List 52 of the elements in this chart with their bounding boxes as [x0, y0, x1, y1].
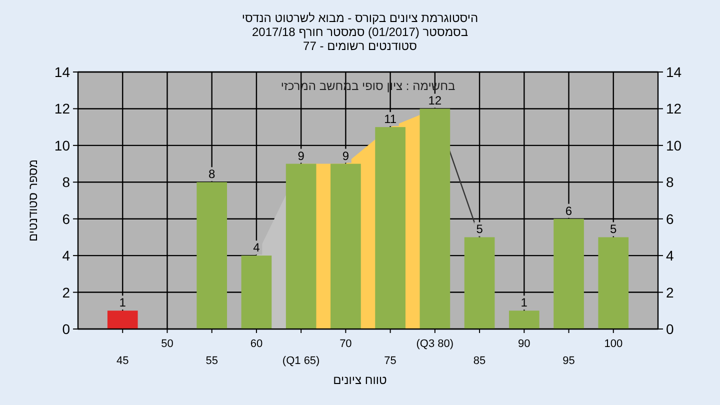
data-label: 8 — [208, 167, 216, 182]
x-tick-label: (Q3 80) — [416, 338, 454, 350]
bar — [554, 218, 584, 329]
x-tick-label: 90 — [518, 338, 530, 350]
x-tick-label: 100 — [604, 338, 623, 350]
y-tick-label: 8 — [62, 174, 70, 190]
x-tick-label: 85 — [473, 355, 486, 367]
bar — [107, 310, 138, 329]
y2-tick-label: 12 — [666, 100, 682, 117]
data-label: 5 — [476, 222, 484, 236]
data-label: 9 — [342, 148, 350, 163]
y-tick-label: 2 — [62, 284, 70, 300]
bar — [598, 237, 629, 329]
data-label: 5 — [610, 222, 618, 236]
y-tick-label: 10 — [54, 137, 70, 154]
bar — [330, 164, 361, 329]
y2-tick-label: 8 — [666, 174, 674, 190]
y2-tick-label: 4 — [666, 248, 674, 264]
y-tick-label: 0 — [62, 321, 70, 337]
y-tick-label: 12 — [54, 100, 70, 117]
y2-tick-label: 14 — [666, 64, 682, 80]
data-label: 11 — [384, 112, 397, 126]
x-tick-label: 45 — [116, 355, 129, 367]
data-label: 1 — [119, 296, 126, 310]
y-tick-label: 6 — [62, 210, 70, 227]
y-axis-title: מספר סטודנטים — [26, 159, 40, 242]
y-tick-label: 14 — [54, 64, 70, 80]
data-label: 12 — [428, 94, 442, 108]
data-label: 9 — [298, 148, 305, 163]
y2-tick-label: 10 — [666, 137, 682, 154]
data-label: 4 — [253, 240, 260, 255]
x-tick-label: 50 — [161, 338, 174, 350]
x-tick-label: (Q1 65) — [282, 355, 320, 367]
y-tick-label: 4 — [62, 248, 70, 264]
y2-tick-label: 0 — [666, 321, 674, 337]
bar — [464, 237, 495, 329]
x-axis-title: טווח ציונים — [333, 373, 388, 387]
x-tick-label: 60 — [250, 338, 263, 350]
x-tick-label: 95 — [562, 355, 575, 367]
x-tick-label: 75 — [384, 355, 396, 367]
data-label: 6 — [565, 204, 572, 218]
data-label: 1 — [520, 296, 528, 310]
bar — [375, 127, 406, 329]
chart-subtitle: בסמסטר (01/2017) סמסטר חורף 2017/18 סטודנטים רשומים - 77 — [252, 25, 468, 53]
x-tick-label: 55 — [206, 355, 218, 367]
x-tick-label: 70 — [340, 338, 352, 350]
y2-tick-label: 2 — [666, 284, 674, 300]
bar — [196, 182, 228, 329]
chart-title: היסטוגרמת ציונים בקורס - מבוא לשרטוט הנדסי — [242, 11, 478, 25]
y2-tick-label: 6 — [666, 210, 674, 227]
bar — [420, 108, 450, 329]
bar — [508, 310, 540, 329]
